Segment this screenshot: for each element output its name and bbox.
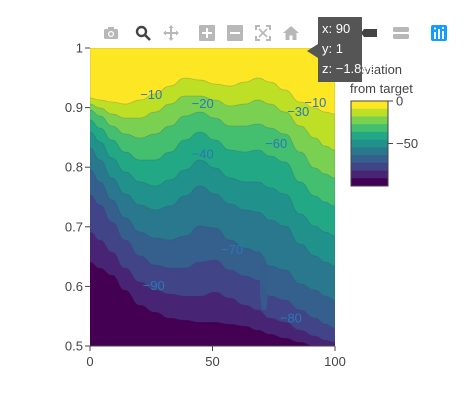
y-tick-label: 0.6 (65, 279, 83, 294)
colorbar-swatch (351, 124, 388, 133)
hover-y: y: 1 (322, 41, 343, 56)
spike-lines-icon[interactable] (358, 23, 380, 43)
colorbar-swatch (351, 139, 388, 148)
hover-arrow (307, 44, 318, 58)
contour-label: −40 (192, 147, 214, 162)
contour-label: −20 (192, 96, 214, 111)
contour-label: −10 (304, 95, 326, 110)
x-tick-label: 50 (205, 354, 219, 369)
compare-icon[interactable] (390, 23, 412, 43)
colorbar-swatch (351, 131, 388, 141)
pan-icon[interactable] (160, 23, 182, 43)
colorbar-swatch (351, 178, 388, 187)
colorbar-tick-label: −50 (396, 136, 418, 151)
hover-z: z: −1.889 (322, 61, 376, 76)
modebar (100, 22, 314, 44)
home-icon[interactable] (280, 23, 302, 43)
y-tick-label: 0.8 (65, 160, 83, 175)
contour-island (259, 256, 269, 310)
colorbar-swatch (351, 101, 388, 110)
contour-label: −30 (287, 104, 309, 119)
y-tick-label: 0.5 (65, 339, 83, 354)
contour-band-10 (90, 48, 335, 115)
y-tick-label: 0.7 (65, 219, 83, 234)
colorbar-swatch (351, 147, 388, 156)
zoom-icon[interactable] (132, 23, 154, 43)
hover-x: x: 90 (322, 21, 351, 36)
camera-icon[interactable] (100, 23, 122, 43)
colorbar-tick-label: 0 (396, 94, 403, 109)
colorbar-swatch (351, 162, 388, 171)
colorbar-swatch (351, 170, 388, 179)
autoscale-icon[interactable] (252, 23, 274, 43)
y-tick-label: 0.9 (65, 100, 83, 115)
contour-labels: −10−20−30−10−40−60−70−90−80 (140, 87, 326, 326)
contour-label: −80 (280, 311, 302, 326)
colorbar-swatch (351, 155, 388, 164)
colorbar-swatch (351, 116, 388, 125)
colorbar-title-line-2: from target (350, 81, 413, 96)
colorbar-swatch (351, 108, 388, 117)
contour-label: −90 (143, 278, 165, 293)
zoom-in-icon[interactable] (196, 23, 218, 43)
contour-label: −70 (221, 242, 243, 257)
zoom-out-icon[interactable] (224, 23, 246, 43)
plot-area[interactable] (90, 48, 335, 346)
axes: 0 50 100 0.5 0.6 0.7 0.8 0.9 1 (65, 41, 346, 370)
colorbar-title-line-1: deviation (350, 62, 402, 77)
plotly-logo-icon[interactable] (428, 23, 450, 43)
hover-tooltip: x: 90 y: 1 z: −1.889 (318, 17, 376, 82)
contour-label: −60 (265, 136, 287, 151)
y-tick-label: 1 (76, 41, 83, 56)
x-tick-label: 100 (324, 354, 346, 369)
x-tick-label: 0 (86, 354, 93, 369)
contour-label: −10 (140, 87, 162, 102)
